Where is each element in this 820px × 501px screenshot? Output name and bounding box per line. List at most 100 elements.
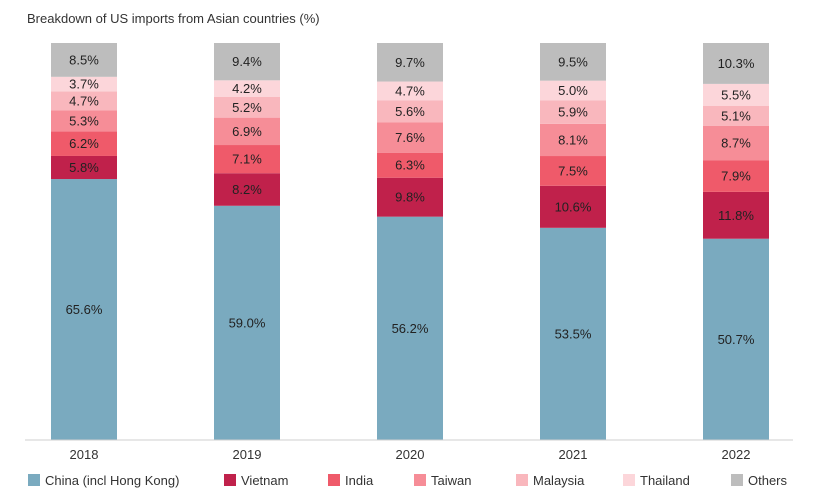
bar-segment-malaysia-2022 [703, 105, 769, 126]
bar-segment-thailand-2021 [540, 80, 606, 101]
data-label-others-2019: 9.4% [232, 54, 262, 69]
data-label-india-2021: 7.5% [558, 163, 588, 178]
bar-segment-china-incl-hong-kong-2020 [377, 216, 443, 440]
bar-segment-thailand-2020 [377, 81, 443, 101]
bar-segment-china-incl-hong-kong-2018 [51, 179, 117, 441]
bar-segment-others-2018 [51, 43, 117, 77]
data-label-china-incl-hong-kong-2019: 59.0% [229, 315, 266, 330]
legend-swatch-thailand [623, 474, 635, 486]
legend-item-thailand: Thailand [623, 473, 690, 488]
data-label-malaysia-2018: 4.7% [69, 93, 99, 108]
data-label-malaysia-2022: 5.1% [721, 108, 751, 123]
legend-swatch-china-incl-hong-kong [28, 474, 40, 486]
data-label-taiwan-2018: 5.3% [69, 113, 99, 128]
legend-label-vietnam: Vietnam [241, 473, 288, 488]
bar-segment-others-2020 [377, 43, 443, 82]
x-tick-label-2018: 2018 [70, 447, 99, 462]
bar-segment-taiwan-2020 [377, 122, 443, 153]
data-label-taiwan-2020: 7.6% [395, 130, 425, 145]
data-label-thailand-2018: 3.7% [69, 77, 99, 92]
data-label-malaysia-2021: 5.9% [558, 105, 588, 120]
bar-segment-taiwan-2022 [703, 125, 769, 161]
legend-label-others: Others [748, 473, 788, 488]
data-label-india-2022: 7.9% [721, 169, 751, 184]
data-label-india-2020: 6.3% [395, 158, 425, 173]
chart-title: Breakdown of US imports from Asian count… [27, 11, 320, 26]
data-label-taiwan-2022: 8.7% [721, 136, 751, 151]
bar-segment-vietnam-2020 [377, 177, 443, 217]
bar-segment-india-2021 [540, 156, 606, 186]
legend-label-india: India [345, 473, 374, 488]
data-label-india-2019: 7.1% [232, 152, 262, 167]
bar-segment-thailand-2018 [51, 76, 117, 92]
x-tick-label-2019: 2019 [233, 447, 262, 462]
data-label-china-incl-hong-kong-2021: 53.5% [555, 326, 592, 341]
bar-segment-others-2021 [540, 43, 606, 81]
legend-item-taiwan: Taiwan [414, 473, 471, 488]
bar-2019: 59.0% 8.2% 7.1% 6.9% 5.2% 4.2% 9.4% [214, 43, 280, 440]
data-label-thailand-2021: 5.0% [558, 83, 588, 98]
bars-group: 65.6%5.8%6.2%5.3%4.7%3.7%8.5%59.0%8.2%7.… [51, 43, 769, 441]
legend-item-malaysia: Malaysia [516, 473, 585, 488]
bar-segment-taiwan-2021 [540, 123, 606, 157]
bar-segment-vietnam-2022 [703, 191, 769, 239]
bar-2018: 65.6% 5.8% 6.2% 5.3% 4.7%3.7% 8.5% [51, 43, 117, 441]
legend-swatch-vietnam [224, 474, 236, 486]
legend-swatch-others [731, 474, 743, 486]
bar-segment-vietnam-2019 [214, 173, 280, 206]
bar-segment-malaysia-2019 [214, 96, 280, 118]
bar-segment-malaysia-2021 [540, 100, 606, 124]
legend-swatch-malaysia [516, 474, 528, 486]
legend: China (incl Hong Kong) Vietnam India Taiwan… [28, 473, 788, 488]
bar-segment-india-2020 [377, 152, 443, 178]
legend-item-vietnam: Vietnam [224, 473, 288, 488]
bar-segment-vietnam-2018 [51, 155, 117, 180]
data-label-india-2018: 6.2% [69, 136, 99, 151]
data-label-china-incl-hong-kong-2022: 50.7% [718, 332, 755, 347]
data-label-vietnam-2020: 9.8% [395, 190, 425, 205]
legend-item-others: Others [731, 473, 788, 488]
data-label-others-2021: 9.5% [558, 54, 588, 69]
bar-segment-india-2018 [51, 131, 117, 156]
data-label-thailand-2019: 4.2% [232, 81, 262, 96]
data-label-taiwan-2021: 8.1% [558, 132, 588, 147]
data-label-taiwan-2019: 6.9% [232, 124, 262, 139]
bar-segment-others-2022 [703, 43, 769, 84]
legend-swatch-taiwan [414, 474, 426, 486]
legend-label-china-incl-hong-kong: China (incl Hong Kong) [45, 473, 179, 488]
legend-swatch-india [328, 474, 340, 486]
data-label-china-incl-hong-kong-2020: 56.2% [392, 321, 429, 336]
bar-segment-malaysia-2020 [377, 100, 443, 123]
bar-segment-china-incl-hong-kong-2019 [214, 205, 280, 440]
bar-2022: 50.7% 11.8% 7.9% 8.7% 5.1% 5.5% 10.3% [703, 43, 769, 440]
bar-segment-taiwan-2019 [214, 117, 280, 146]
bar-segment-taiwan-2018 [51, 110, 117, 132]
bar-segment-china-incl-hong-kong-2021 [540, 227, 606, 440]
data-label-vietnam-2018: 5.8% [69, 160, 99, 175]
x-tick-label-2022: 2022 [722, 447, 751, 462]
data-label-others-2020: 9.7% [395, 55, 425, 70]
bar-segment-china-incl-hong-kong-2022 [703, 238, 769, 440]
legend-item-china-incl-hong-kong: China (incl Hong Kong) [28, 473, 179, 488]
bar-segment-malaysia-2018 [51, 91, 117, 111]
legend-label-malaysia: Malaysia [533, 473, 585, 488]
bar-segment-india-2022 [703, 160, 769, 192]
data-label-vietnam-2021: 10.6% [555, 199, 592, 214]
legend-item-india: India [328, 473, 374, 488]
x-tick-labels: 2018 2019 2020 2021 2022 [70, 447, 751, 462]
data-label-vietnam-2019: 8.2% [232, 182, 262, 197]
data-label-thailand-2020: 4.7% [395, 83, 425, 98]
bar-segment-thailand-2022 [703, 83, 769, 106]
bar-segment-india-2019 [214, 145, 280, 174]
legend-label-taiwan: Taiwan [431, 473, 471, 488]
x-tick-label-2020: 2020 [396, 447, 425, 462]
data-label-malaysia-2020: 5.6% [395, 104, 425, 119]
data-label-vietnam-2022: 11.8% [718, 208, 754, 223]
bar-2021: 53.5% 10.6% 7.5% 8.1% 5.9% 5.0% 9.5% [540, 43, 606, 440]
bar-segment-thailand-2019 [214, 80, 280, 97]
bar-segment-others-2019 [214, 43, 280, 81]
data-label-others-2022: 10.3% [718, 56, 755, 71]
data-label-others-2018: 8.5% [69, 52, 99, 67]
